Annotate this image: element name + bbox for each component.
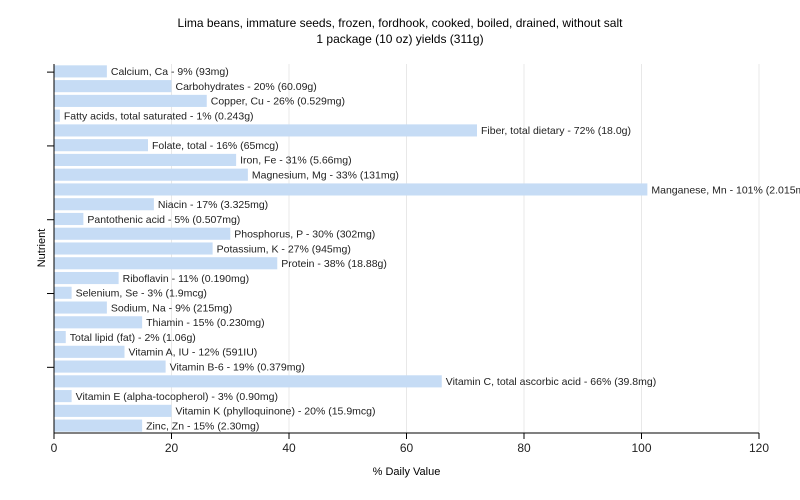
bar: [54, 404, 172, 417]
x-tick-label: 100: [631, 441, 651, 455]
bar: [54, 257, 278, 270]
bar: [54, 286, 72, 299]
bar: [54, 331, 66, 344]
bar: [54, 153, 237, 166]
bar-label: Vitamin A, IU - 12% (591IU): [129, 347, 258, 359]
bar: [54, 212, 84, 226]
bar: [54, 124, 477, 137]
bar: [54, 227, 231, 240]
bar: [54, 183, 648, 196]
bar: [54, 198, 154, 211]
bar-label: Folate, total - 16% (65mcg): [152, 140, 279, 152]
bar: [54, 375, 442, 388]
bar-label: Sodium, Na - 9% (215mg): [111, 302, 232, 314]
bar-label: Calcium, Ca - 9% (93mg): [111, 66, 229, 78]
bar: [54, 345, 125, 358]
bar-label: Vitamin E (alpha-tocopherol) - 3% (0.90m…: [76, 391, 278, 403]
bar: [54, 316, 143, 329]
bar: [54, 242, 213, 255]
bar-label: Carbohydrates - 20% (60.09g): [176, 81, 317, 93]
bar: [54, 360, 166, 373]
bar: [54, 80, 172, 93]
bar: [54, 65, 107, 78]
bar-label: Protein - 38% (18.88g): [281, 258, 387, 270]
bar-label: Potassium, K - 27% (945mg): [217, 243, 351, 255]
bar: [54, 301, 107, 314]
bar: [54, 390, 72, 403]
bar-label: Vitamin B-6 - 19% (0.379mg): [170, 361, 305, 373]
bar-label: Phosphorus, P - 30% (302mg): [234, 229, 375, 241]
bar: [54, 139, 148, 152]
bar: [54, 168, 248, 181]
bar-label: Vitamin C, total ascorbic acid - 66% (39…: [446, 376, 656, 388]
bar: [54, 419, 143, 432]
x-tick-label: 20: [165, 441, 179, 455]
bar-label: Riboflavin - 11% (0.190mg): [123, 273, 249, 285]
x-tick-label: 120: [749, 441, 769, 455]
bar: [54, 109, 60, 122]
bar-label: Copper, Cu - 26% (0.529mg): [211, 96, 345, 108]
x-axis-label: % Daily Value: [372, 466, 441, 478]
bar: [54, 94, 207, 107]
bar-label: Fatty acids, total saturated - 1% (0.243…: [64, 110, 254, 122]
bar-label: Thiamin - 15% (0.230mg): [146, 317, 264, 329]
x-tick-label: 0: [51, 441, 58, 455]
bar-label: Niacin - 17% (3.325mg): [158, 199, 268, 211]
bar-label: Iron, Fe - 31% (5.66mg): [240, 155, 351, 167]
chart-subtitle: 1 package (10 oz) yields (311g): [316, 32, 484, 46]
bar-label: Zinc, Zn - 15% (2.30mg): [146, 420, 259, 432]
chart-title: Lima beans, immature seeds, frozen, ford…: [177, 16, 623, 30]
bar-label: Pantothenic acid - 5% (0.507mg): [87, 214, 240, 226]
bar-label: Magnesium, Mg - 33% (131mg): [252, 170, 399, 182]
bar-label: Fiber, total dietary - 72% (18.0g): [481, 125, 631, 137]
y-axis-label: Nutrient: [36, 228, 48, 268]
x-tick-label: 80: [517, 441, 531, 455]
bar-label: Manganese, Mn - 101% (2.015mg): [651, 184, 800, 196]
bar-label: Vitamin K (phylloquinone) - 20% (15.9mcg…: [176, 406, 376, 418]
bar-label: Total lipid (fat) - 2% (1.06g): [70, 332, 196, 344]
x-tick-label: 60: [400, 441, 414, 455]
bar-label: Selenium, Se - 3% (1.9mcg): [76, 288, 207, 300]
x-tick-label: 40: [282, 441, 296, 455]
bar: [54, 271, 119, 285]
